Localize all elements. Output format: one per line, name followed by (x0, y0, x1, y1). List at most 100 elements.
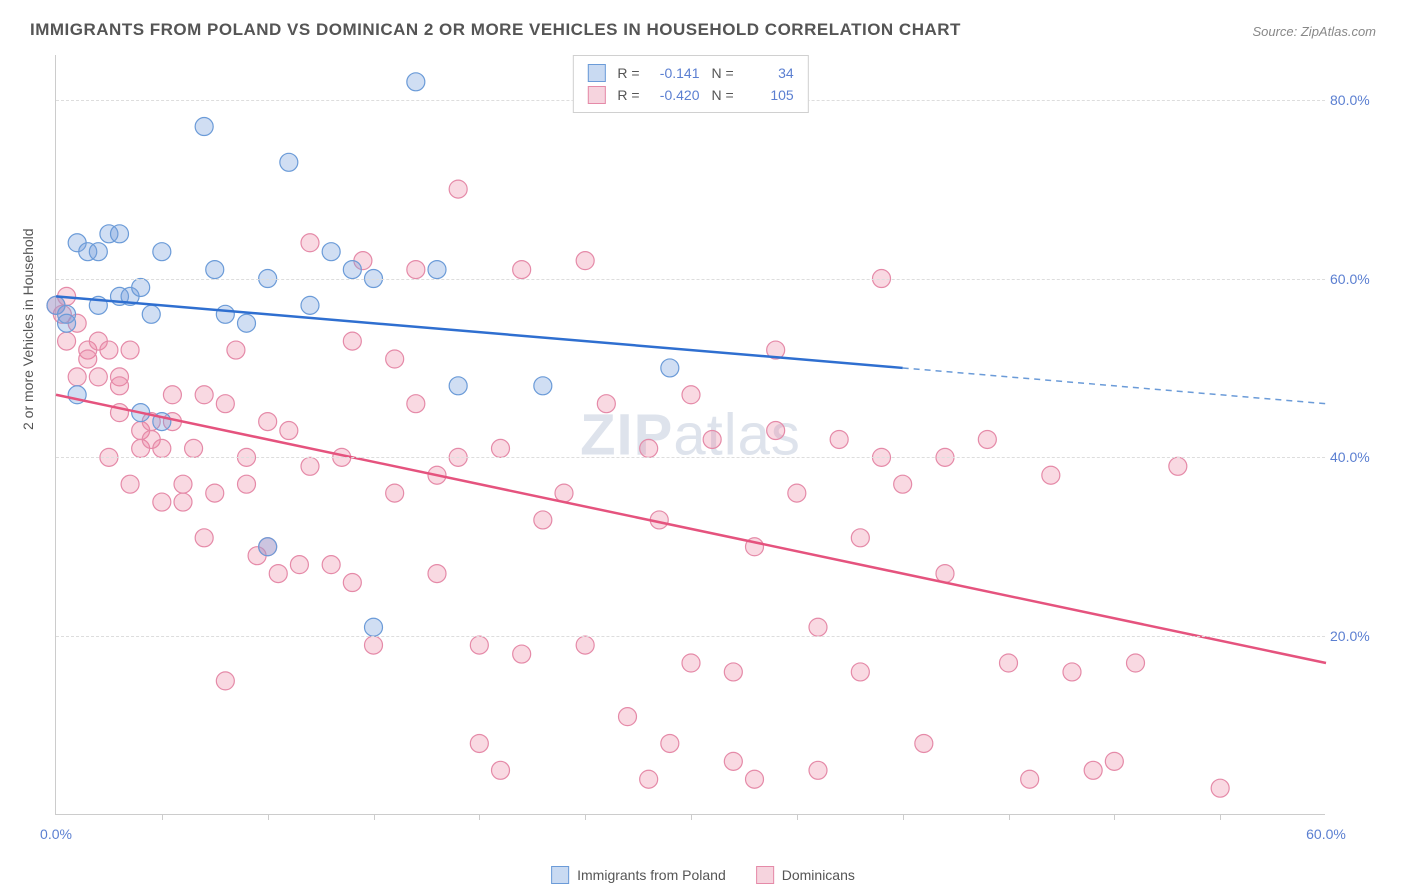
data-point (894, 475, 912, 493)
data-point (386, 350, 404, 368)
data-point (576, 252, 594, 270)
data-point (322, 556, 340, 574)
data-point (301, 234, 319, 252)
data-point (195, 529, 213, 547)
data-point (280, 422, 298, 440)
data-point (132, 278, 150, 296)
data-point (661, 734, 679, 752)
y-tick-label: 60.0% (1330, 271, 1385, 287)
x-tick-mark (585, 814, 586, 820)
data-point (407, 73, 425, 91)
y-axis-label: 2 or more Vehicles in Household (20, 228, 36, 430)
data-point (238, 475, 256, 493)
data-point (153, 439, 171, 457)
data-point (111, 225, 129, 243)
x-tick-mark (479, 814, 480, 820)
data-point (301, 296, 319, 314)
data-point (555, 484, 573, 502)
regression-line-extrapolated (903, 368, 1326, 404)
legend-label-poland: Immigrants from Poland (577, 867, 726, 883)
chart-plot-area: ZIPatlas R = -0.141 N = 34 R = -0.420 N … (55, 55, 1325, 815)
r-value-dominican: -0.420 (648, 87, 700, 103)
data-point (216, 395, 234, 413)
data-point (851, 529, 869, 547)
data-point (640, 439, 658, 457)
data-point (301, 457, 319, 475)
data-point (449, 180, 467, 198)
data-point (153, 493, 171, 511)
data-point (79, 350, 97, 368)
data-point (174, 493, 192, 511)
regression-line (56, 296, 903, 368)
data-point (227, 341, 245, 359)
data-point (142, 305, 160, 323)
data-point (100, 341, 118, 359)
x-tick-mark (268, 814, 269, 820)
x-tick-mark (797, 814, 798, 820)
data-point (185, 439, 203, 457)
data-point (290, 556, 308, 574)
n-value-poland: 34 (742, 65, 794, 81)
data-point (280, 153, 298, 171)
legend-item-dominican: Dominicans (756, 866, 855, 884)
regression-line (56, 395, 1326, 663)
data-point (206, 261, 224, 279)
n-label: N = (712, 65, 734, 81)
data-point (534, 511, 552, 529)
data-point (1084, 761, 1102, 779)
data-point (216, 305, 234, 323)
data-point (619, 708, 637, 726)
data-point (1105, 752, 1123, 770)
data-point (238, 314, 256, 332)
data-point (682, 654, 700, 672)
swatch-poland-bottom (551, 866, 569, 884)
data-point (978, 430, 996, 448)
data-point (513, 645, 531, 663)
n-value-dominican: 105 (742, 87, 794, 103)
data-point (407, 261, 425, 279)
r-value-poland: -0.141 (648, 65, 700, 81)
data-point (1021, 770, 1039, 788)
data-point (597, 395, 615, 413)
data-point (746, 770, 764, 788)
gridline (56, 457, 1325, 458)
data-point (1211, 779, 1229, 797)
swatch-poland (587, 64, 605, 82)
data-point (407, 395, 425, 413)
data-point (386, 484, 404, 502)
x-tick-mark (1009, 814, 1010, 820)
data-point (449, 377, 467, 395)
x-tick-mark (1114, 814, 1115, 820)
x-tick-mark (1220, 814, 1221, 820)
data-point (111, 377, 129, 395)
gridline (56, 279, 1325, 280)
data-point (58, 314, 76, 332)
x-tick-mark (691, 814, 692, 820)
data-point (724, 663, 742, 681)
data-point (343, 261, 361, 279)
data-point (195, 118, 213, 136)
r-label: R = (617, 65, 639, 81)
data-point (470, 734, 488, 752)
data-point (269, 565, 287, 583)
data-point (1042, 466, 1060, 484)
data-point (322, 243, 340, 261)
data-point (851, 663, 869, 681)
n-label: N = (712, 87, 734, 103)
data-point (58, 332, 76, 350)
data-point (915, 734, 933, 752)
data-point (534, 377, 552, 395)
data-point (830, 430, 848, 448)
legend-item-poland: Immigrants from Poland (551, 866, 726, 884)
legend-bottom: Immigrants from Poland Dominicans (551, 866, 855, 884)
gridline (56, 636, 1325, 637)
data-point (661, 359, 679, 377)
data-point (163, 386, 181, 404)
correlation-legend: R = -0.141 N = 34 R = -0.420 N = 105 (572, 55, 808, 113)
data-point (68, 368, 86, 386)
data-point (365, 618, 383, 636)
data-point (89, 368, 107, 386)
swatch-dominican-bottom (756, 866, 774, 884)
source-attribution: Source: ZipAtlas.com (1252, 24, 1376, 39)
data-point (89, 243, 107, 261)
